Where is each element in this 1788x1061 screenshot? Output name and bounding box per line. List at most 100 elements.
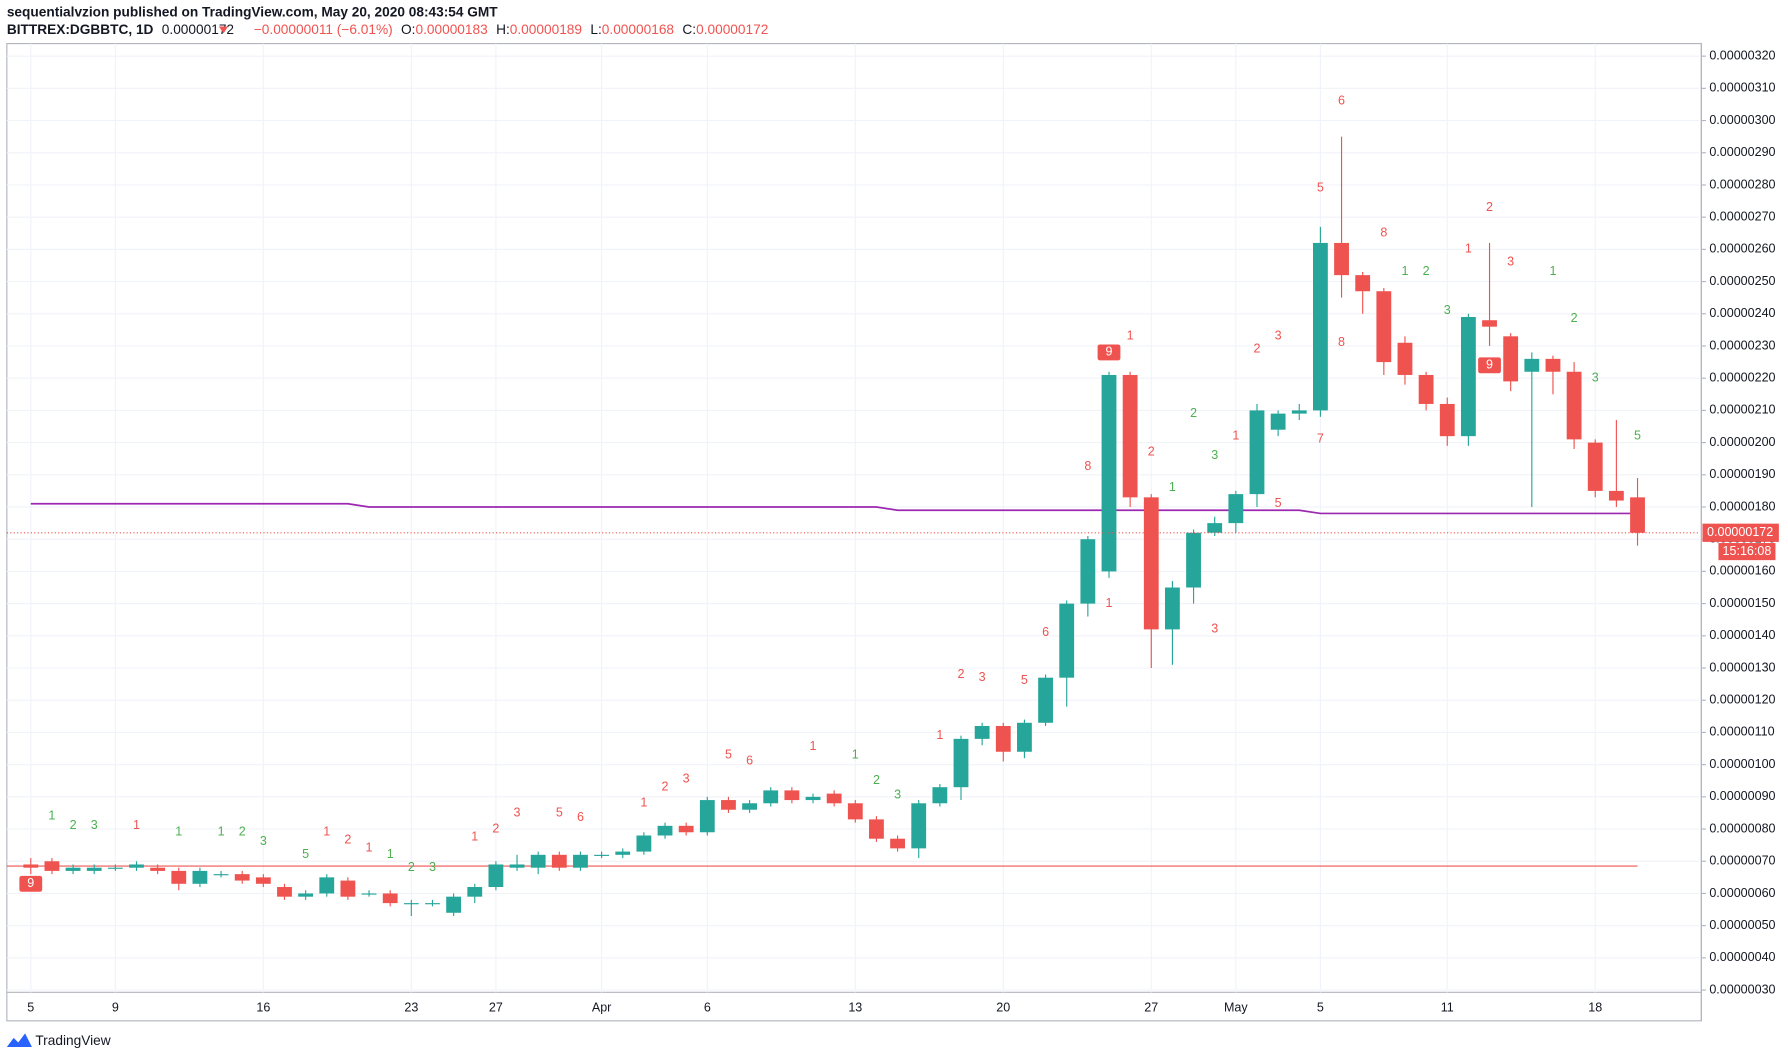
x-tick-label: 27 (489, 1001, 503, 1015)
annotation: 2 (344, 833, 351, 847)
price-label-box (1702, 523, 1779, 542)
logo-text: TradingView (35, 1033, 110, 1048)
annotation: 6 (1338, 94, 1345, 108)
y-tick-label: 0.00000040 (1709, 950, 1775, 964)
candle-body (1228, 494, 1244, 524)
annotation-box (1097, 344, 1121, 361)
candle-body (171, 870, 187, 884)
candle-body (1460, 317, 1476, 437)
ohlc-value: 0.00000189 (510, 22, 582, 37)
annotation: 2 (408, 860, 415, 874)
candle-body (1608, 490, 1624, 501)
y-tick-label: 0.00000200 (1709, 435, 1775, 449)
annotation: 6 (577, 810, 584, 824)
candle-body (1249, 410, 1265, 495)
y-tick-label: 0.00000310 (1709, 81, 1775, 95)
candle-body (1630, 497, 1645, 533)
annotation: 8 (1338, 335, 1345, 349)
x-tick-label: 6 (704, 1001, 711, 1015)
y-tick-label: 0.00000080 (1709, 821, 1775, 835)
candle-body (234, 874, 250, 881)
candle-body (1122, 374, 1138, 498)
candle-body (932, 787, 948, 804)
annotation: 1 (133, 818, 140, 832)
x-tick-label: Apr (592, 1001, 612, 1015)
candle-body (1482, 320, 1497, 327)
change: −0.00000011 (−6.01%) (254, 22, 393, 37)
candle-body (1503, 336, 1519, 382)
annotation: 1 (1401, 264, 1408, 278)
ohlc-label: C: (682, 22, 696, 37)
candle-body (255, 877, 271, 884)
y-tick-label: 0.00000250 (1709, 274, 1775, 288)
candle-body (23, 864, 39, 868)
candle-body (1270, 413, 1286, 430)
candle-body (530, 854, 546, 868)
x-tick-label: 27 (1144, 1001, 1158, 1015)
y-tick-label: 0.00000150 (1709, 596, 1775, 610)
candle-body (974, 725, 990, 739)
grid (6, 43, 1700, 993)
annotation: 2 (492, 821, 499, 835)
annotation: 1 (1106, 596, 1113, 610)
candle-body (1524, 358, 1540, 372)
annotation: 1 (1127, 329, 1134, 343)
y-tick-label: 0.00000060 (1709, 886, 1775, 900)
candle-body (509, 864, 525, 868)
candle-body (488, 864, 504, 888)
candle-body (1143, 497, 1159, 630)
annotation: 3 (1592, 371, 1599, 385)
annotation: 2 (239, 825, 246, 839)
candle-body (446, 896, 462, 913)
ohlc-value: 0.00000183 (415, 22, 487, 37)
annotation: 1 (1465, 242, 1472, 256)
annotation: 1 (48, 808, 55, 822)
candle-body (1376, 291, 1392, 363)
y-tick-label: 0.00000290 (1709, 145, 1775, 159)
price-label: 0.00000172 (1707, 525, 1773, 539)
candle-body (805, 796, 821, 801)
annotation: 8 (1380, 226, 1387, 240)
annotation: 3 (1507, 255, 1514, 269)
annotation: 5 (302, 847, 309, 861)
candle-body (192, 870, 208, 884)
candle-body (1017, 722, 1032, 752)
candle-body (319, 877, 335, 894)
y-tick-label: 0.00000270 (1709, 209, 1775, 223)
ohlc-label: L: (590, 22, 601, 37)
moving-average (30, 502, 1638, 515)
annotation: 1 (471, 829, 478, 843)
ohlc-label: O: (401, 22, 415, 37)
candle-body (911, 803, 927, 849)
candle-body (1080, 539, 1096, 604)
x-tick-label: May (1224, 1001, 1248, 1015)
candle-body (65, 867, 81, 871)
candle-body (1101, 374, 1117, 572)
candle-body (382, 893, 398, 904)
down-triangle (218, 26, 229, 34)
last-price: 0.00000172 (162, 22, 234, 37)
y-tick-label: 0.00000030 (1709, 982, 1775, 996)
annotation: 2 (958, 667, 965, 681)
annotation: 5 (1275, 496, 1282, 510)
annotation: 3 (260, 834, 267, 848)
candle-body (1566, 371, 1582, 440)
y-tick-label: 0.00000100 (1709, 757, 1775, 771)
annotation: 8 (1084, 459, 1091, 473)
candle-body (1397, 342, 1413, 375)
candle-body (1312, 242, 1328, 411)
candle-body (1418, 374, 1434, 404)
annotation: 2 (662, 779, 669, 793)
candle-body (742, 803, 758, 810)
y-tick-label: 0.00000070 (1709, 854, 1775, 868)
candle-body (551, 854, 567, 868)
annotation: 1 (936, 728, 943, 742)
annotation: 6 (1042, 625, 1049, 639)
candle-body (847, 803, 863, 820)
y-tick-label: 0.00000220 (1709, 371, 1775, 385)
x-tick-label: 9 (112, 1001, 119, 1015)
annotation: 1 (1232, 428, 1239, 442)
